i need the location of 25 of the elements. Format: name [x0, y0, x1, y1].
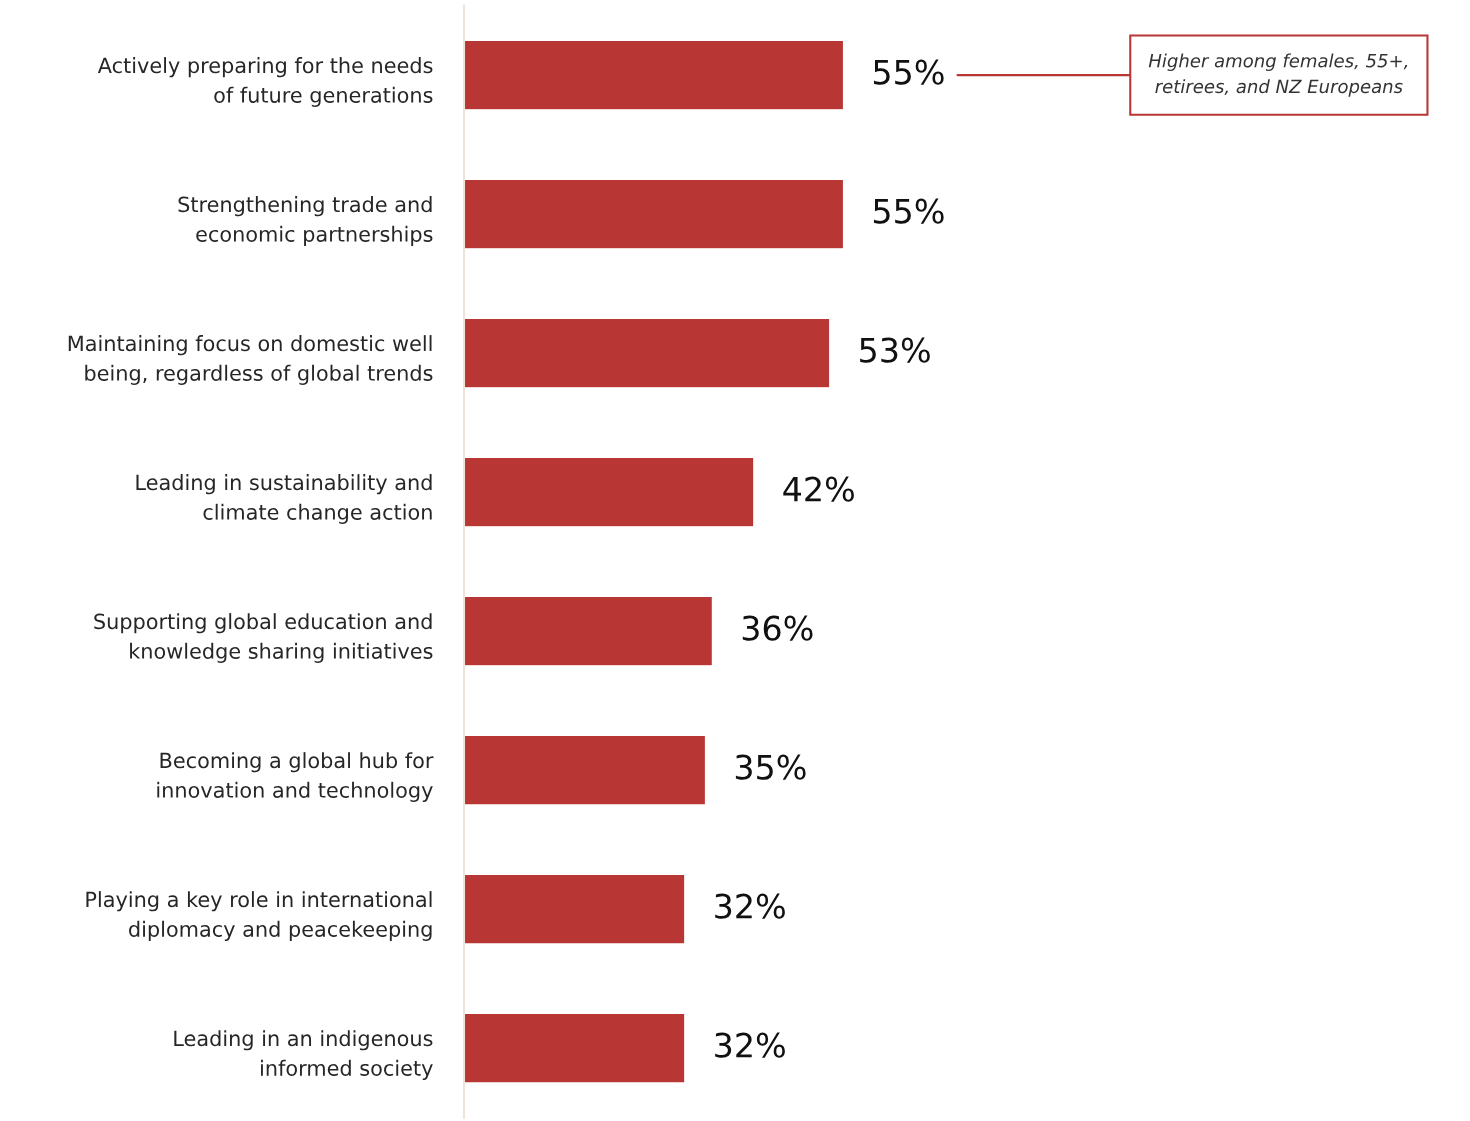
bar: [464, 39, 845, 111]
y-tick-label: Maintaining focus on domestic well being, regardless of global trends: [68, 335, 433, 385]
data-label: 55%: [873, 59, 944, 85]
bar: [464, 178, 845, 250]
bar: [464, 317, 831, 389]
bar: [464, 1012, 686, 1084]
data-label: 53%: [860, 337, 930, 363]
data-label: 55%: [873, 198, 944, 224]
bar: [464, 595, 714, 667]
y-tick-label: Playing a key role in international diplomacy and peacekeeping: [86, 891, 432, 941]
y-tick-label: Leading in sustainability and climate change action: [136, 474, 432, 524]
data-label: 35%: [735, 754, 806, 780]
data-label: 32%: [715, 893, 785, 919]
data-label: 36%: [742, 615, 813, 641]
y-tick-label: Supporting global education and knowledge sharing initiatives: [94, 613, 433, 663]
y-tick-label: Leading in an indigenous informed society: [174, 1030, 433, 1080]
data-label: 42%: [783, 476, 854, 502]
y-tick-label: Actively preparing for the needs of future generations: [97, 57, 433, 107]
y-tick-label: Becoming a global hub for innovation and technology: [157, 752, 434, 802]
data-label: 32%: [715, 1032, 785, 1058]
bar: [464, 456, 755, 528]
text: Higher among females, 55+, retirees, and NZ Europeans: [1148, 53, 1408, 97]
bar: [464, 734, 707, 806]
y-tick-label: Strengthening trade and economic partnerships: [178, 196, 433, 246]
bar: [464, 873, 686, 945]
